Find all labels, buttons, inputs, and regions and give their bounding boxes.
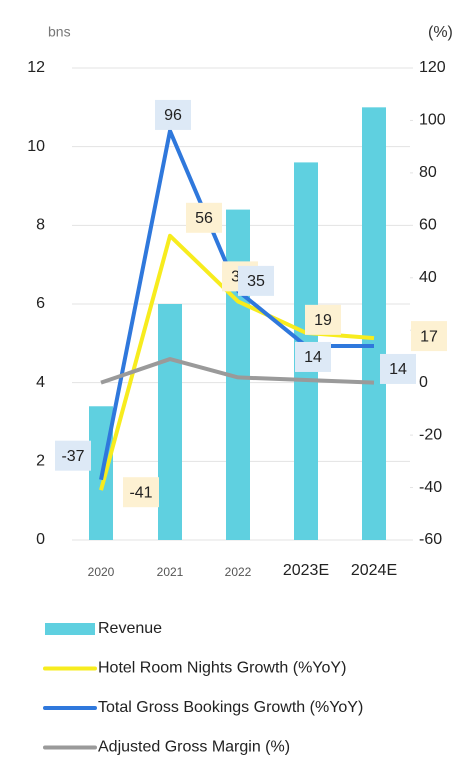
y2-tick-label: 60 xyxy=(419,217,437,234)
data-label: -37 xyxy=(61,448,84,465)
legend-label: Adjusted Gross Margin (%) xyxy=(98,739,290,756)
bar xyxy=(158,304,182,540)
y2-unit-label: (%) xyxy=(428,24,453,41)
y2-tick-label: 80 xyxy=(419,164,437,181)
y-tick-label: 2 xyxy=(36,453,45,470)
legend-label: Total Gross Bookings Growth (%YoY) xyxy=(98,699,363,716)
legend-swatch xyxy=(45,623,95,635)
legend-label: Revenue xyxy=(98,620,162,637)
y-tick-label: 0 xyxy=(36,531,45,548)
y-tick-label: 10 xyxy=(27,138,45,155)
data-label-box xyxy=(295,341,331,372)
data-label-box xyxy=(380,353,416,384)
y2-tick-label: -40 xyxy=(419,479,442,496)
y-tick-label: 12 xyxy=(27,59,45,76)
data-label: 17 xyxy=(420,328,438,345)
x-tick-label: 2021 xyxy=(157,565,184,579)
data-label-box xyxy=(411,321,447,352)
line xyxy=(100,357,375,385)
data-label: 19 xyxy=(314,312,332,329)
y2-tick-label: 100 xyxy=(419,112,446,129)
x-tick-label: 2024E xyxy=(351,562,397,579)
data-label-box xyxy=(186,202,222,233)
y-unit-label: bns xyxy=(48,24,71,40)
data-label: 56 xyxy=(195,210,213,227)
y-tick-label: 6 xyxy=(36,295,45,312)
data-label: 35 xyxy=(247,273,265,290)
x-tick-label: 2023E xyxy=(283,562,329,579)
y2-tick-label: -20 xyxy=(419,426,442,443)
y2-tick-label: 40 xyxy=(419,269,437,286)
data-label: 96 xyxy=(164,107,182,124)
bar xyxy=(362,107,386,540)
y2-tick-label: 0 xyxy=(419,374,428,391)
data-label: -41 xyxy=(129,484,152,501)
legend-label: Hotel Room Nights Growth (%YoY) xyxy=(98,660,346,677)
x-tick-label: 2022 xyxy=(225,565,252,579)
data-label: 14 xyxy=(304,349,322,366)
data-label-box xyxy=(123,477,159,508)
data-label-box xyxy=(238,265,274,296)
y2-tick-label: -60 xyxy=(419,531,442,548)
data-label: 14 xyxy=(389,361,407,378)
data-label-box xyxy=(155,99,191,130)
y-tick-label: 8 xyxy=(36,217,45,234)
x-tick-label: 2020 xyxy=(88,565,115,579)
y-tick-label: 4 xyxy=(36,374,45,391)
y2-tick-label: 120 xyxy=(419,59,446,76)
data-label-box xyxy=(305,304,341,335)
data-label-box xyxy=(55,440,91,471)
